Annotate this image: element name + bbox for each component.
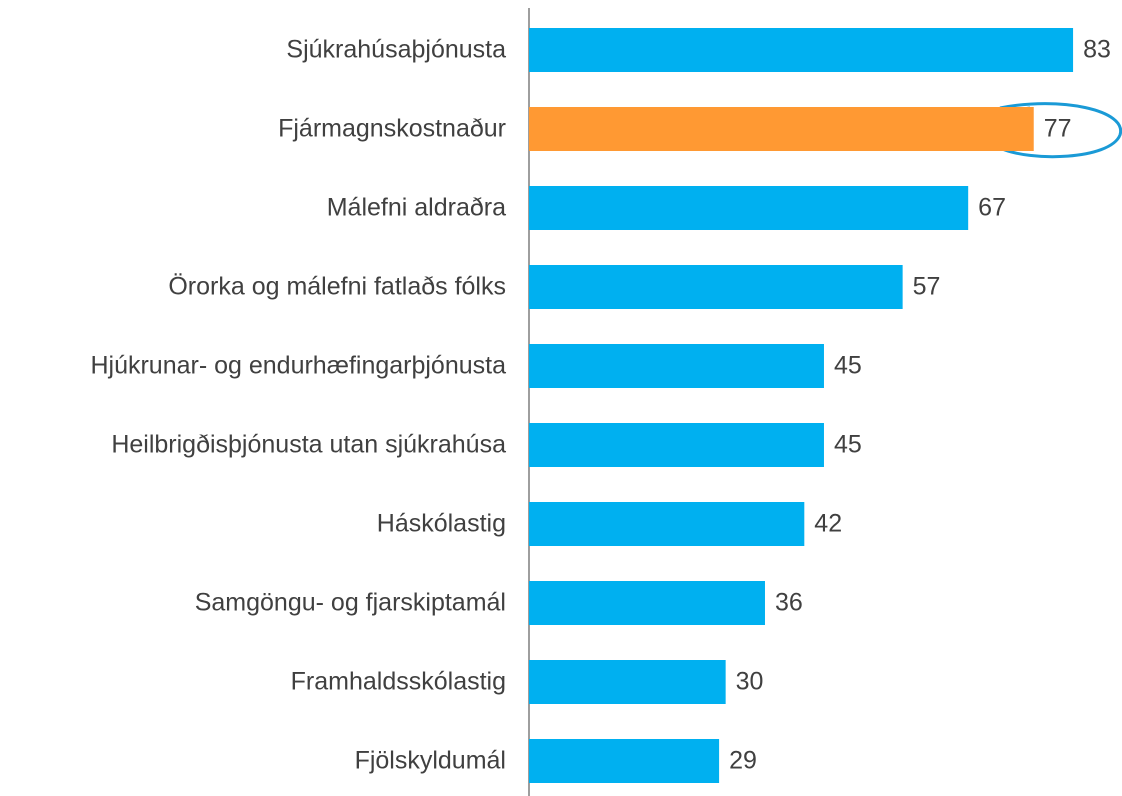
value-label: 29 <box>729 747 757 775</box>
category-label: Málefni aldraðra <box>327 194 506 222</box>
category-label: Framhaldsskólastig <box>291 668 506 696</box>
category-label: Hjúkrunar- og endurhæfingarþjónusta <box>90 352 506 380</box>
value-label: 45 <box>834 431 862 459</box>
value-label: 30 <box>736 668 764 696</box>
bar <box>529 739 720 783</box>
value-label: 42 <box>814 510 842 538</box>
bar <box>529 344 824 388</box>
bar <box>529 28 1074 72</box>
value-label: 57 <box>913 273 941 301</box>
category-label: Örorka og málefni fatlaðs fólks <box>168 273 506 301</box>
value-label: 45 <box>834 352 862 380</box>
bar <box>529 423 824 467</box>
category-label: Fjölskyldumál <box>355 747 506 775</box>
category-label: Fjármagnskostnaður <box>278 115 506 143</box>
bar <box>529 186 969 230</box>
bar <box>529 107 1034 151</box>
category-label: Samgöngu- og fjarskiptamál <box>195 589 506 617</box>
category-label: Heilbrigðisþjónusta utan sjúkrahúsa <box>111 431 506 459</box>
value-label: 83 <box>1083 36 1111 64</box>
bar <box>529 660 726 704</box>
value-label: 36 <box>775 589 803 617</box>
value-label: 77 <box>1044 115 1072 143</box>
category-label: Háskólastig <box>377 510 506 538</box>
bar <box>529 265 903 309</box>
bar <box>529 502 805 546</box>
value-label: 67 <box>978 194 1006 222</box>
category-label: Sjúkrahúsaþjónusta <box>286 36 506 64</box>
bar <box>529 581 765 625</box>
